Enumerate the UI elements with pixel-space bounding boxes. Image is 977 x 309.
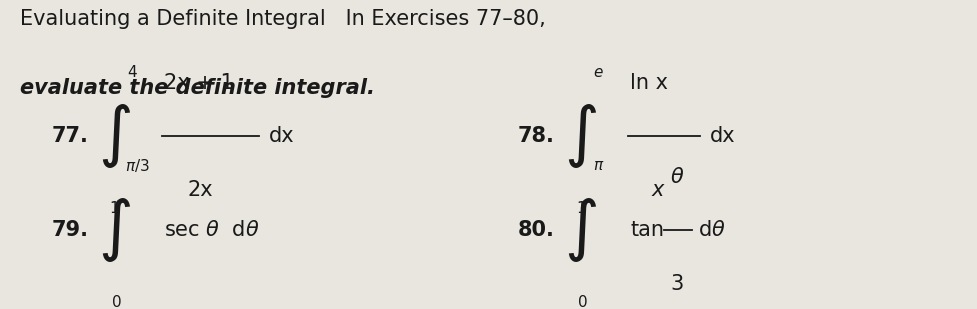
Text: Evaluating a Definite Integral   In Exercises 77–80,: Evaluating a Definite Integral In Exerci… — [21, 10, 546, 29]
Text: $\int$: $\int$ — [98, 103, 131, 171]
Text: x: x — [652, 180, 664, 200]
Text: 77.: 77. — [52, 126, 88, 146]
Text: 3: 3 — [670, 273, 684, 294]
Text: 80.: 80. — [518, 220, 555, 240]
Text: evaluate the definite integral.: evaluate the definite integral. — [21, 78, 375, 98]
Text: 4: 4 — [127, 65, 137, 80]
Text: 79.: 79. — [52, 220, 88, 240]
Text: tan: tan — [630, 220, 664, 240]
Text: 0: 0 — [111, 295, 121, 309]
Text: 2x: 2x — [188, 180, 213, 200]
Text: ln x: ln x — [630, 73, 668, 93]
Text: 2x + 1: 2x + 1 — [164, 73, 234, 93]
Text: 1: 1 — [575, 201, 585, 216]
Text: $\pi$: $\pi$ — [593, 159, 605, 173]
Text: $\int$: $\int$ — [565, 196, 597, 264]
Text: $\theta$: $\theta$ — [670, 167, 684, 187]
Text: e: e — [593, 65, 603, 80]
Text: d$\theta$: d$\theta$ — [699, 220, 726, 240]
Text: 1: 1 — [109, 201, 119, 216]
Text: 0: 0 — [577, 295, 587, 309]
Text: 78.: 78. — [518, 126, 555, 146]
Text: dx: dx — [710, 126, 736, 146]
Text: $\int$: $\int$ — [98, 196, 131, 264]
Text: dx: dx — [269, 126, 295, 146]
Text: sec $\theta$  d$\theta$: sec $\theta$ d$\theta$ — [164, 220, 260, 240]
Text: $\pi$/3: $\pi$/3 — [125, 157, 150, 174]
Text: $\int$: $\int$ — [565, 103, 597, 171]
